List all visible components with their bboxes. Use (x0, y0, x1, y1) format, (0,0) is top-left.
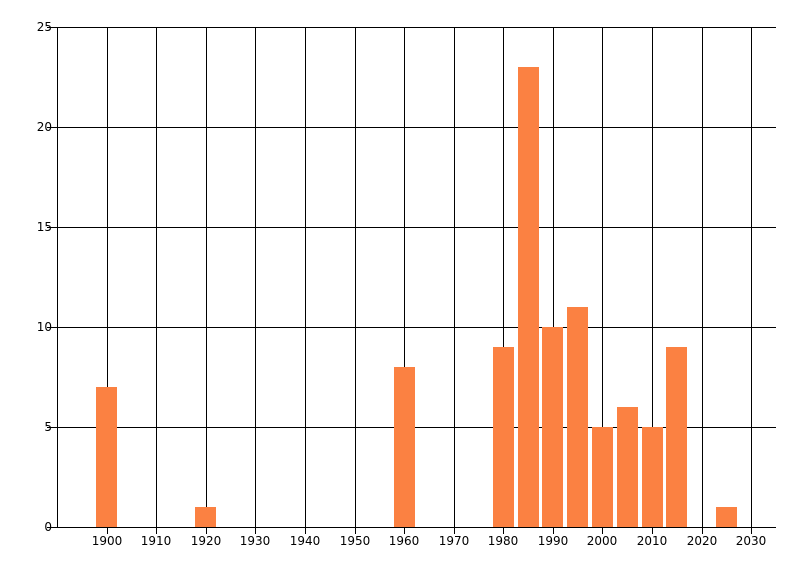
y-tick-label-5: 5 (44, 420, 52, 434)
v-gridline-1910 (156, 27, 157, 534)
x-tick-label-1970: 1970 (438, 534, 470, 548)
bar-1900 (96, 387, 117, 527)
v-gridline-1970 (454, 27, 455, 534)
x-tick-label-1910: 1910 (140, 534, 172, 548)
y-tick-label-15: 15 (36, 220, 52, 234)
bar-1960 (394, 367, 415, 527)
x-tick-label-1920: 1920 (190, 534, 222, 548)
h-gridline-25 (47, 27, 776, 28)
bar-1920 (195, 507, 216, 527)
bar-1980 (493, 347, 514, 527)
x-tick-label-2010: 2010 (636, 534, 668, 548)
v-gridline-1920 (206, 27, 207, 534)
x-tick-label-1960: 1960 (388, 534, 420, 548)
v-gridline-1900 (107, 27, 108, 534)
y-tick-label-20: 20 (36, 120, 52, 134)
y-tick-label-0: 0 (44, 520, 52, 534)
x-tick-label-2030: 2030 (735, 534, 767, 548)
v-gridline-2030 (751, 27, 752, 534)
v-gridline-1980 (503, 27, 504, 534)
v-gridline-2010 (652, 27, 653, 534)
bar-2005 (617, 407, 638, 527)
h-gridline-0 (47, 527, 776, 528)
x-tick-label-1900: 1900 (91, 534, 123, 548)
v-gridline-1890 (57, 27, 58, 527)
x-tick-label-1950: 1950 (339, 534, 371, 548)
v-gridline-2000 (602, 27, 603, 534)
x-tick-label-2020: 2020 (686, 534, 718, 548)
bar-2010 (642, 427, 663, 527)
h-gridline-20 (47, 127, 776, 128)
x-tick-label-1940: 1940 (289, 534, 321, 548)
bar-1995 (567, 307, 588, 527)
bar-1990 (542, 327, 563, 527)
v-gridline-1940 (305, 27, 306, 534)
v-gridline-1930 (255, 27, 256, 534)
h-gridline-10 (47, 327, 776, 328)
bar-2000 (592, 427, 613, 527)
y-tick-label-25: 25 (36, 20, 52, 34)
bar-2015 (666, 347, 687, 527)
v-gridline-1960 (404, 27, 405, 534)
bar-1985 (518, 67, 539, 527)
x-tick-label-2000: 2000 (586, 534, 618, 548)
y-tick-label-10: 10 (36, 320, 52, 334)
x-tick-label-1990: 1990 (537, 534, 569, 548)
v-gridline-1950 (355, 27, 356, 534)
x-tick-label-1930: 1930 (239, 534, 271, 548)
bar-2025 (716, 507, 737, 527)
v-gridline-1990 (553, 27, 554, 534)
h-gridline-15 (47, 227, 776, 228)
v-gridline-2020 (702, 27, 703, 534)
x-tick-label-1980: 1980 (487, 534, 519, 548)
